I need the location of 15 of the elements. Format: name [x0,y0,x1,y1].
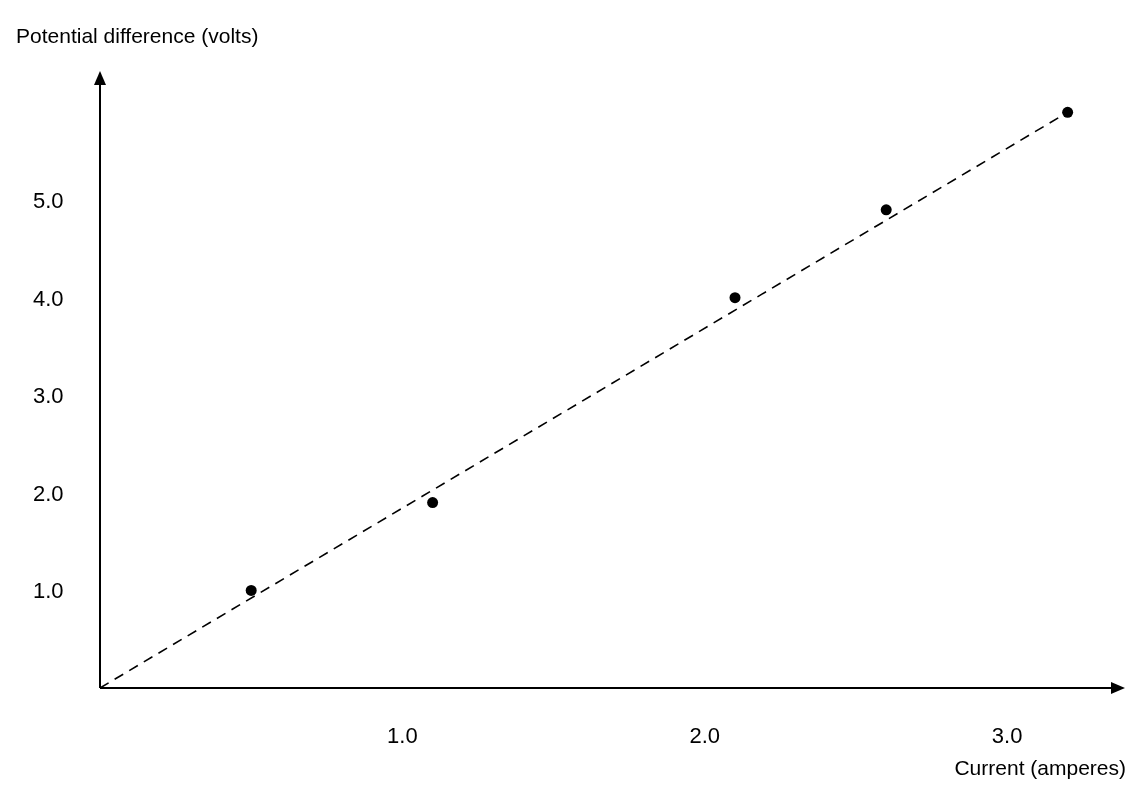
y-axis-title: Potential difference (volts) [16,24,259,47]
point [245,584,257,596]
y-tick-label: 5.0 [33,188,64,214]
x-tick-label: 1.0 [387,723,418,748]
y-tick-label: 4.0 [33,285,64,311]
point [1062,106,1074,118]
y-tick-label: 1.0 [33,578,64,604]
point [427,497,439,509]
y-tick-label: 3.0 [33,383,64,409]
point [880,204,892,216]
x-axis-title: Current (amperes) [954,756,1126,779]
x-tick-label: 3.0 [991,723,1023,748]
x-tick-label: 2.0 [689,723,721,748]
point [729,292,741,304]
y-tick-label: 2.0 [33,480,64,506]
